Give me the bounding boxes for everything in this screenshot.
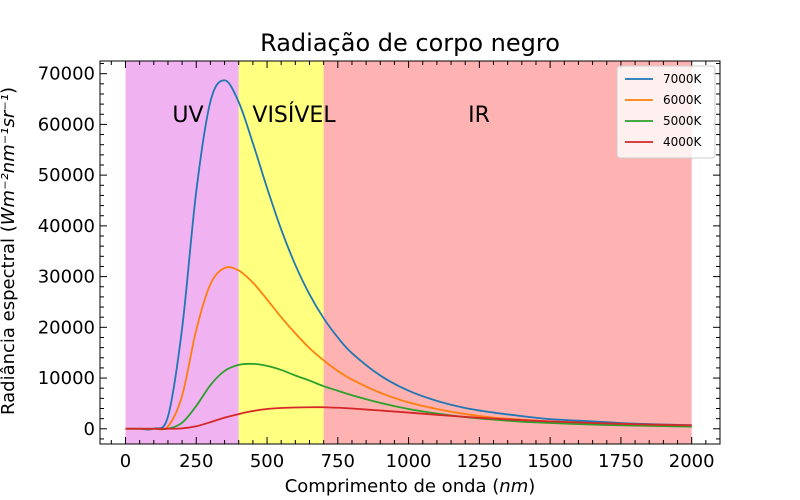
legend-label-4000k: 4000K bbox=[663, 135, 703, 149]
x-tick-label: 1500 bbox=[527, 451, 573, 472]
x-tick-label: 2000 bbox=[669, 451, 715, 472]
x-tick-label: 0 bbox=[120, 451, 131, 472]
x-tick-label: 500 bbox=[250, 451, 284, 472]
chart-title: Radiação de corpo negro bbox=[260, 29, 560, 57]
y-tick-label: 20000 bbox=[38, 317, 95, 338]
x-tick-label: 1750 bbox=[598, 451, 644, 472]
series-line-4000k bbox=[125, 406, 692, 430]
legend: 7000K 6000K 5000K 4000K bbox=[616, 65, 716, 159]
x-tick-label: 1000 bbox=[386, 451, 432, 472]
y-axis-label: Radiância espectral (Wm⁻²nm⁻¹sr⁻¹) bbox=[0, 87, 19, 415]
y-tick-label: 40000 bbox=[38, 216, 95, 237]
region-uv bbox=[125, 61, 239, 444]
region-labels: UV VISÍVEL IR bbox=[172, 102, 489, 128]
series-line-7000k bbox=[125, 79, 692, 431]
legend-label-5000k: 5000K bbox=[663, 114, 703, 128]
y-tick-label: 0 bbox=[84, 419, 95, 440]
y-tick-label: 60000 bbox=[38, 114, 95, 135]
y-tick-label: 50000 bbox=[38, 165, 95, 186]
legend-box bbox=[616, 65, 716, 159]
x-tick-label: 750 bbox=[321, 451, 355, 472]
y-tick-label: 30000 bbox=[38, 267, 95, 288]
region-label-uv: UV bbox=[172, 103, 203, 128]
region-label-visivel: VISÍVEL bbox=[252, 102, 336, 128]
x-tick-label: 1250 bbox=[456, 451, 502, 472]
y-tick-label: 70000 bbox=[38, 64, 95, 85]
legend-label-6000k: 6000K bbox=[663, 93, 703, 107]
curves bbox=[125, 79, 692, 431]
region-label-ir: IR bbox=[468, 103, 490, 128]
series-line-5000k bbox=[125, 362, 692, 430]
spectral-regions bbox=[125, 61, 692, 444]
x-axis-label: Comprimento de onda (nm) bbox=[285, 476, 536, 497]
plot-frame bbox=[99, 60, 721, 445]
x-tick-label: 250 bbox=[179, 451, 213, 472]
y-tick-label: 10000 bbox=[38, 368, 95, 389]
axes: 0 250 500 750 1000 1250 1500 1750 20000100002000… bbox=[38, 60, 721, 472]
legend-label-7000k: 7000K bbox=[663, 72, 703, 86]
